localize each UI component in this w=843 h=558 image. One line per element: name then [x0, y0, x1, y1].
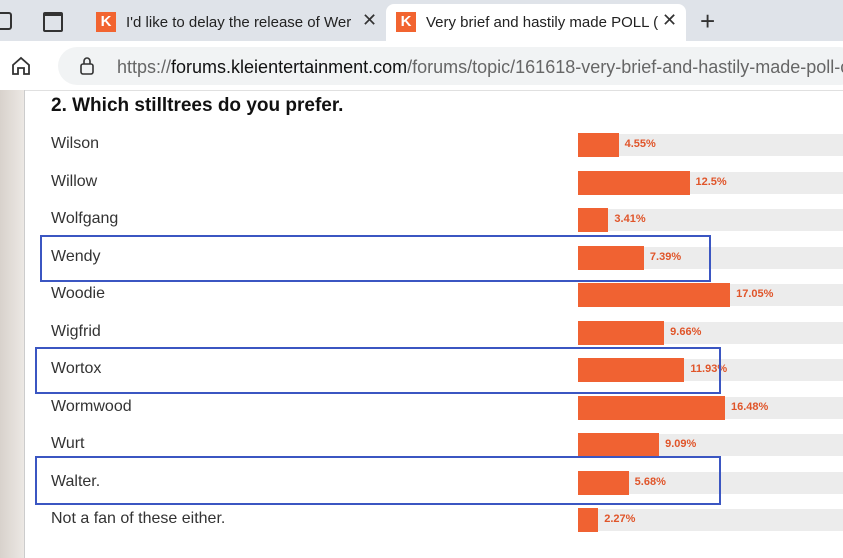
tab-close[interactable]: ✕ [358, 10, 378, 31]
bar [578, 208, 609, 232]
highlight-box [40, 235, 711, 282]
option-label: Not a fan of these either. [51, 510, 226, 527]
bar-track [578, 134, 843, 156]
bar-track [578, 509, 843, 531]
tab[interactable]: K I'd like to delay the release of Wer ✕ [86, 4, 382, 41]
percent-label: 9.09% [665, 438, 697, 450]
bar-track [578, 471, 843, 494]
tab-active[interactable]: K Very brief and hastily made POLL ( ✕ [386, 4, 686, 41]
percent-label: 12.5% [695, 175, 727, 188]
bar [578, 508, 599, 532]
page-side [0, 90, 25, 558]
favicon: K [96, 12, 116, 32]
tab-title: I'd like to delay the release of Wer [126, 14, 352, 31]
favicon: K [396, 12, 416, 32]
bar [578, 395, 725, 420]
option-label: Wortox [51, 360, 102, 377]
percent-label: 3.41% [614, 213, 646, 225]
bar [578, 133, 619, 157]
url-host: forums.kleientertainment.com [171, 57, 408, 77]
percent-label: 16.48% [731, 400, 769, 413]
bar [578, 433, 660, 457]
percent-label: 7.39% [649, 250, 682, 263]
percent-label: 2.27% [604, 513, 636, 525]
percent-label: 11.93% [690, 363, 728, 375]
url-path: /forums/topic/161618-very-brief-and-hast… [407, 57, 843, 77]
percent-label: 17.05% [736, 288, 774, 300]
url: https://forums.kleientertainment.com/for… [117, 57, 843, 78]
bar [578, 245, 644, 270]
workspace-icon[interactable] [0, 12, 12, 30]
option-label: Wilson [51, 135, 100, 152]
option-label: Wigfrid [51, 322, 101, 340]
highlight-box [35, 456, 721, 505]
option-label: Walter. [51, 472, 101, 490]
option-label: Willow [51, 172, 98, 190]
option-label: Woodie [51, 285, 105, 302]
option-label: Wolfgang [51, 210, 119, 227]
poll-question: 2. Which stilltrees do you prefer. [51, 95, 344, 116]
bar [578, 358, 685, 382]
tab-bar: K I'd like to delay the release of Wer ✕… [0, 0, 843, 41]
tab-title: Very brief and hastily made POLL ( [426, 14, 659, 31]
new-tab[interactable]: + [700, 6, 716, 36]
option-label: Wurt [51, 435, 85, 452]
bar [578, 170, 690, 195]
lock-icon[interactable] [79, 57, 95, 75]
percent-label: 9.66% [670, 325, 702, 338]
bar-track [578, 209, 843, 231]
tab-close[interactable]: ✕ [658, 10, 678, 31]
percent-label: 5.68% [634, 475, 666, 488]
highlight-box [35, 347, 721, 394]
option-label: Wendy [51, 247, 101, 265]
home-button[interactable] [10, 55, 32, 77]
tab-actions[interactable] [43, 12, 63, 32]
url-scheme: https:// [117, 57, 172, 77]
bar [578, 470, 629, 495]
option-label: Wormwood [51, 397, 132, 415]
percent-label: 4.55% [624, 138, 656, 150]
bar [578, 320, 665, 345]
url-field[interactable] [58, 47, 843, 85]
bar [578, 283, 731, 307]
